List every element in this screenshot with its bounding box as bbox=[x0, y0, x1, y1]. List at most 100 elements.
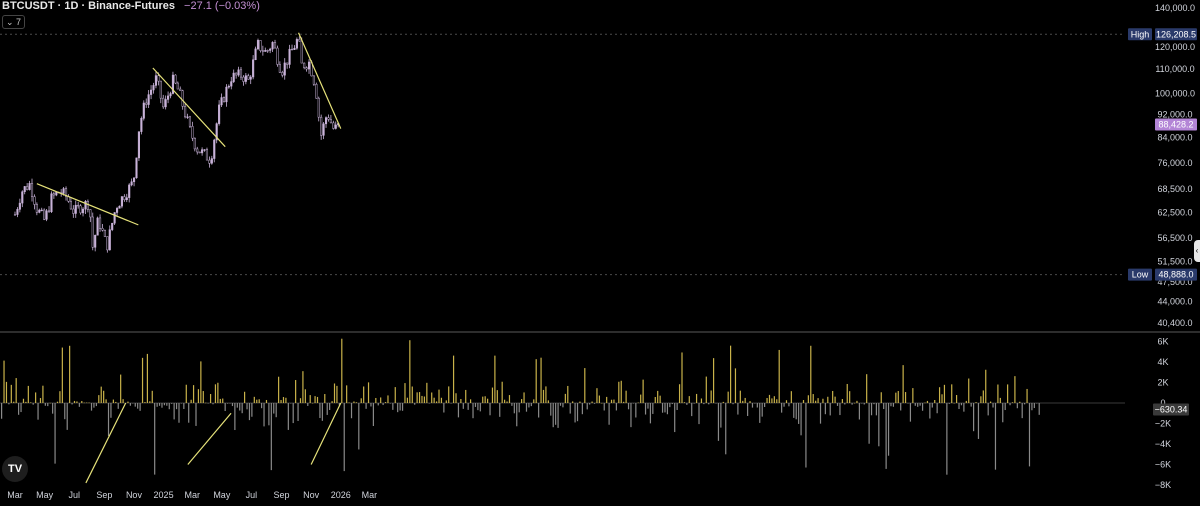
candle-body bbox=[18, 202, 21, 210]
high-value-badge bbox=[1155, 28, 1197, 41]
price-tick-label: 92,000.0 bbox=[1157, 109, 1192, 119]
hist-bar-positive bbox=[815, 400, 817, 403]
histogram-tick-label: 2K bbox=[1157, 378, 1168, 388]
candle-body bbox=[137, 131, 140, 159]
hist-bar-negative bbox=[873, 403, 875, 405]
chevron-left-icon[interactable]: ‹ bbox=[1194, 240, 1200, 262]
candle-body bbox=[286, 62, 289, 65]
hist-bar-positive bbox=[98, 395, 100, 403]
hist-bar-negative bbox=[781, 403, 783, 413]
hist-bar-negative bbox=[338, 403, 340, 406]
hist-bar-negative bbox=[836, 403, 839, 406]
hist-bar-positive bbox=[149, 401, 151, 403]
hist-bar-positive bbox=[69, 345, 71, 403]
low-value-badge bbox=[1155, 268, 1197, 281]
hist-bar-negative bbox=[550, 403, 552, 416]
candle-body bbox=[147, 94, 150, 105]
high-label bbox=[1128, 28, 1152, 41]
hist-bar-negative bbox=[229, 403, 231, 404]
hist-bar-negative bbox=[343, 403, 345, 472]
hist-bar-positive bbox=[380, 397, 382, 403]
candle-body bbox=[118, 205, 121, 209]
hist-bar-negative bbox=[175, 403, 178, 410]
hist-bar-negative bbox=[401, 403, 404, 411]
hist-bar-positive bbox=[980, 396, 982, 403]
price-tick-label: 62,500.0 bbox=[1157, 207, 1192, 217]
hist-bar-negative bbox=[372, 403, 374, 427]
candle-body bbox=[28, 183, 31, 190]
candle-body bbox=[26, 186, 29, 190]
hist-bar-negative bbox=[829, 403, 831, 416]
hist-bar-positive bbox=[902, 365, 904, 403]
high-value-badge-text: 126,208.5 bbox=[1156, 29, 1196, 39]
candle-body bbox=[152, 85, 155, 91]
hist-bar-positive bbox=[295, 380, 297, 403]
hist-bar-negative bbox=[1038, 403, 1040, 415]
hist-bar-positive bbox=[533, 399, 535, 403]
price-tick-label: 47,500.0 bbox=[1157, 277, 1192, 287]
hist-bar-positive bbox=[141, 357, 144, 403]
candle-body bbox=[140, 118, 143, 132]
hist-bar-positive bbox=[625, 390, 627, 403]
candle-body bbox=[254, 48, 257, 60]
hist-bar-positive bbox=[640, 394, 642, 403]
hist-bar-negative bbox=[44, 403, 46, 406]
hist-bar-positive bbox=[202, 391, 204, 403]
hist-bar-positive bbox=[314, 396, 316, 403]
hist-bar-negative bbox=[137, 403, 139, 409]
hist-bar-positive bbox=[601, 402, 603, 404]
hist-bar-positive bbox=[997, 384, 999, 403]
price-tick-label: 68,500.0 bbox=[1157, 184, 1192, 194]
hist-bar-negative bbox=[37, 403, 39, 420]
hist-bar-negative bbox=[287, 403, 289, 430]
price-tick-label: 110,000.0 bbox=[1155, 64, 1194, 74]
hist-bar-positive bbox=[623, 401, 625, 403]
price-tick-label: 100,000.0 bbox=[1155, 88, 1195, 98]
candle-body bbox=[327, 117, 330, 120]
hist-bar-negative bbox=[627, 403, 630, 410]
hist-bar-negative bbox=[499, 403, 501, 417]
low-value-badge-text: 48,888.0 bbox=[1158, 270, 1193, 280]
hist-bar-negative bbox=[321, 403, 323, 421]
hist-bar-negative bbox=[1028, 403, 1031, 467]
hist-bar-negative bbox=[382, 403, 384, 406]
hist-bar-negative bbox=[900, 403, 902, 411]
candle-body bbox=[103, 230, 106, 237]
hist-bar-negative bbox=[489, 403, 491, 416]
hist-bar-positive bbox=[367, 382, 370, 403]
candle-body bbox=[244, 75, 247, 82]
hist-bar-positive bbox=[938, 387, 941, 403]
candle-body bbox=[322, 123, 325, 136]
hist-bar-positive bbox=[348, 402, 350, 403]
indicators-collapse-button[interactable]: ⌄ 7 bbox=[2, 15, 26, 29]
hist-bar-positive bbox=[406, 397, 409, 403]
hist-bar-positive bbox=[810, 345, 812, 403]
hist-bar-positive bbox=[433, 397, 435, 403]
histogram-tick-label: −4K bbox=[1155, 439, 1171, 449]
tradingview-logo-icon[interactable]: TV bbox=[2, 456, 28, 482]
hist-bar-negative bbox=[428, 403, 430, 404]
hist-bar-positive bbox=[790, 391, 792, 403]
time-tick-label: Sep bbox=[96, 490, 112, 500]
hist-bar-negative bbox=[329, 403, 331, 410]
hist-bar-positive bbox=[394, 387, 396, 403]
hist-bar-positive bbox=[542, 389, 545, 403]
time-tick-label: Jul bbox=[68, 490, 80, 500]
hist-bar-negative bbox=[268, 403, 270, 426]
candle-body bbox=[50, 193, 53, 212]
hist-bar-negative bbox=[858, 403, 860, 420]
hist-bar-negative bbox=[1, 403, 3, 419]
hist-bar-positive bbox=[30, 402, 32, 403]
symbol-title[interactable]: BTCUSDT · 1D · Binance-Futures bbox=[2, 0, 175, 12]
hist-bar-positive bbox=[766, 398, 768, 403]
hist-bar-positive bbox=[822, 398, 824, 403]
hist-bar-positive bbox=[56, 401, 59, 403]
hist-bar-positive bbox=[445, 400, 447, 403]
hist-bar-positive bbox=[205, 402, 207, 404]
hist-bar-positive bbox=[278, 376, 280, 403]
hist-bar-positive bbox=[990, 401, 992, 403]
hist-bar-positive bbox=[768, 394, 771, 403]
hist-bar-negative bbox=[800, 403, 802, 436]
candle-body bbox=[96, 217, 99, 236]
